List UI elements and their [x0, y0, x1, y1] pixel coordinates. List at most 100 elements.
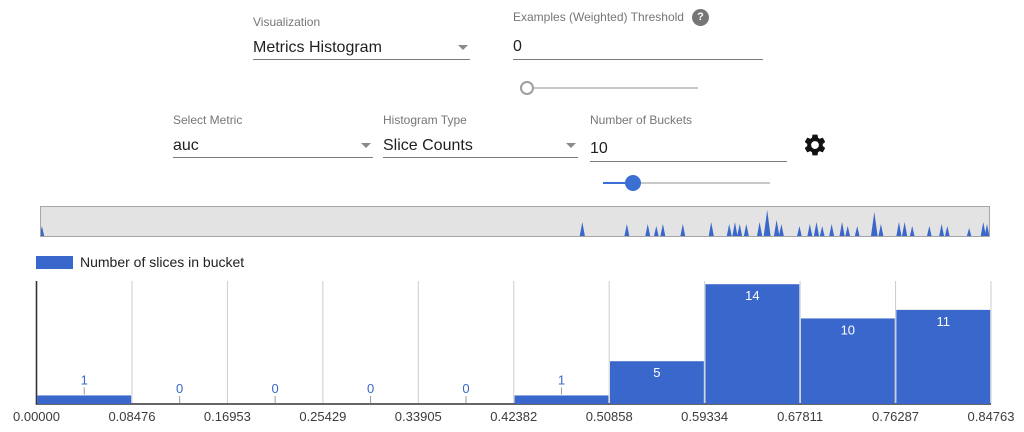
- x-tick-label: 0.42382: [490, 409, 537, 424]
- overview-spike: [654, 226, 659, 236]
- histogram-bar[interactable]: [705, 284, 800, 404]
- x-tick-label: 0.00000: [13, 409, 60, 424]
- bar-value-label: 0: [272, 381, 279, 396]
- num-buckets-slider[interactable]: [603, 175, 770, 191]
- overview-spike: [871, 212, 878, 236]
- metric-field: Select Metric auc: [173, 112, 373, 158]
- bar-value-label: 14: [745, 288, 759, 303]
- slice-count-histogram: Number of slices in bucket 0.00000 0.08476…: [0, 250, 1024, 432]
- histogram-bar[interactable]: [800, 318, 895, 404]
- overview-spike: [909, 226, 915, 236]
- visualization-label: Visualization: [253, 15, 321, 29]
- metric-value: auc: [173, 136, 199, 154]
- overview-spike: [757, 222, 763, 236]
- overview-spike: [797, 226, 802, 236]
- visualization-value: Metrics Histogram: [253, 38, 382, 56]
- overview-spike: [854, 226, 860, 236]
- num-buckets-slider-fill: [603, 182, 634, 184]
- slices-overview-strip[interactable]: [40, 206, 990, 237]
- help-icon[interactable]: ?: [691, 8, 709, 26]
- overview-spike: [732, 222, 738, 236]
- metric-dropdown[interactable]: auc: [173, 134, 373, 158]
- x-tick-label: 0.25429: [299, 409, 346, 424]
- overview-spike: [839, 222, 845, 236]
- overview-spike: [778, 224, 784, 236]
- threshold-label: Examples (Weighted) Threshold: [513, 10, 684, 24]
- overview-spike: [660, 224, 666, 236]
- x-tick-label: 0.84763: [968, 409, 1015, 424]
- bar-value-label: 0: [367, 381, 374, 396]
- num-buckets-slider-handle[interactable]: [625, 175, 642, 191]
- x-tick-label: 0.59334: [681, 409, 728, 424]
- overview-spike: [41, 226, 45, 236]
- overview-spike: [984, 224, 989, 236]
- bar-value-label: 0: [176, 381, 183, 396]
- num-buckets-input[interactable]: [590, 136, 787, 162]
- histogram-type-dropdown[interactable]: Slice Counts: [383, 134, 578, 158]
- bar-value-label: 1: [81, 372, 88, 387]
- overview-spike: [807, 224, 813, 236]
- overview-spike: [680, 224, 686, 236]
- histogram-type-label: Histogram Type: [383, 113, 467, 127]
- overview-spike: [624, 224, 630, 236]
- overview-spike: [966, 228, 972, 236]
- bar-value-label: 0: [462, 381, 469, 396]
- overview-spike: [819, 226, 825, 236]
- threshold-field: Examples (Weighted) Threshold ?: [513, 8, 763, 60]
- x-tick-label: 0.33905: [395, 409, 442, 424]
- threshold-input[interactable]: [513, 34, 763, 60]
- overview-spike: [945, 226, 950, 236]
- legend-swatch: [36, 256, 73, 269]
- num-buckets-label: Number of Buckets: [590, 113, 693, 127]
- settings-gear-icon[interactable]: [802, 132, 830, 160]
- x-tick-label: 0.08476: [108, 409, 155, 424]
- overview-spike: [878, 224, 884, 236]
- overview-spike: [708, 222, 714, 236]
- histogram-svg: Number of slices in bucket 0.00000 0.08476…: [13, 254, 1015, 424]
- overview-spike: [939, 224, 944, 236]
- chevron-down-icon: [458, 45, 468, 50]
- threshold-slider-handle[interactable]: [520, 81, 534, 95]
- overview-spike: [829, 224, 835, 236]
- bar-value-label: 10: [841, 322, 855, 337]
- histogram-bar[interactable]: [896, 309, 991, 404]
- num-buckets-slider-track[interactable]: [603, 182, 770, 184]
- overview-spike: [845, 226, 850, 236]
- histogram-bar[interactable]: [514, 395, 609, 404]
- overview-spike: [773, 220, 780, 236]
- overview-spike: [726, 224, 732, 236]
- bar-value-label: 1: [558, 372, 565, 387]
- overview-spike: [980, 222, 986, 236]
- num-buckets-field: Number of Buckets: [590, 112, 787, 162]
- gear-icon: [804, 134, 826, 156]
- threshold-slider[interactable]: [520, 80, 698, 96]
- histogram-bar[interactable]: [37, 395, 132, 404]
- legend-label: Number of slices in bucket: [80, 254, 244, 270]
- x-tick-label: 0.67811: [777, 409, 823, 424]
- overview-spike: [896, 222, 902, 236]
- histogram-type-field: Histogram Type Slice Counts: [383, 112, 578, 158]
- overview-spike: [645, 224, 651, 236]
- overview-spike: [902, 222, 908, 236]
- bar-value-label: 11: [937, 314, 951, 329]
- chevron-down-icon: [566, 143, 576, 148]
- overview-spike: [927, 226, 932, 236]
- histogram-bar[interactable]: [610, 361, 704, 404]
- metric-label: Select Metric: [173, 113, 243, 127]
- visualization-field: Visualization Metrics Histogram: [253, 14, 470, 60]
- overview-spike: [813, 222, 819, 236]
- histogram-type-value: Slice Counts: [383, 136, 473, 154]
- x-tick-label: 0.16953: [204, 409, 251, 424]
- visualization-dropdown[interactable]: Metrics Histogram: [253, 36, 470, 60]
- overview-spike: [743, 224, 749, 236]
- overview-spike: [579, 222, 585, 236]
- x-tick-label: 0.76287: [872, 409, 919, 424]
- overview-strip-svg: [41, 210, 989, 236]
- bar-value-label: 5: [653, 365, 660, 380]
- threshold-slider-track[interactable]: [520, 87, 698, 89]
- x-tick-label: 0.50858: [586, 409, 633, 424]
- overview-spike: [737, 224, 743, 236]
- chevron-down-icon: [361, 143, 371, 148]
- overview-spike: [763, 210, 771, 236]
